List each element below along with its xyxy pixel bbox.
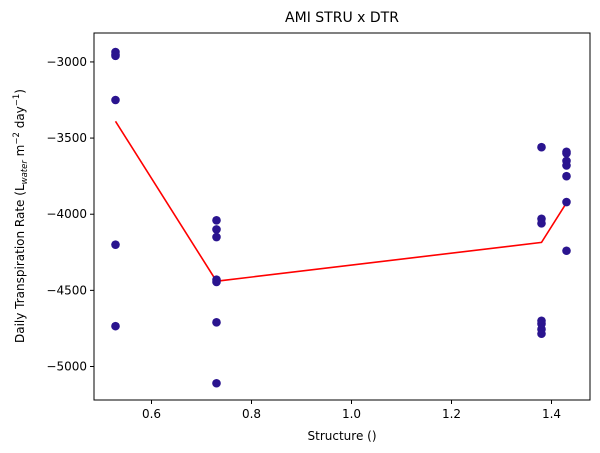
data-point xyxy=(212,232,221,242)
y-tick-label: −5000 xyxy=(46,359,87,373)
data-point xyxy=(562,149,571,158)
data-point xyxy=(111,240,120,249)
data-point xyxy=(212,378,221,388)
axes-frame xyxy=(93,32,591,401)
x-tick-label: 0.6 xyxy=(142,407,161,421)
x-tick-label: 1.0 xyxy=(342,407,361,421)
data-point xyxy=(537,219,546,228)
data-point xyxy=(212,277,221,287)
y-axis-label-sup2: −1 xyxy=(12,94,22,107)
y-axis-label-middle: m xyxy=(13,145,27,161)
plot-area: 0.6 0.8 1.0 1.2 1.4 −5000 −4500 −4000 −3500 −300… xyxy=(46,32,591,421)
data-point xyxy=(562,197,571,207)
chart-title: AMI STRU x DTR xyxy=(285,10,399,26)
data-point xyxy=(111,321,120,331)
y-axis-label-sup1: −2 xyxy=(12,132,22,145)
series-scatter-points xyxy=(111,47,571,388)
x-tick-label: 0.8 xyxy=(242,407,261,421)
data-point xyxy=(562,171,571,181)
x-axis: 0.6 0.8 1.0 1.2 1.4 xyxy=(142,400,561,421)
y-axis-label-middle2: day xyxy=(13,106,27,132)
data-point xyxy=(212,216,221,225)
y-axis-label: Daily Transpiration Rate (Lwater m−2 day… xyxy=(12,89,30,343)
data-point xyxy=(212,318,221,327)
y-axis-label-sub: water xyxy=(20,160,30,185)
data-point xyxy=(111,95,120,105)
x-tick-label: 1.2 xyxy=(442,407,461,421)
y-axis: −5000 −4500 −4000 −3500 −3000 xyxy=(46,55,94,373)
y-axis-label-suffix: ) xyxy=(13,89,27,94)
y-tick-label: −4500 xyxy=(46,283,87,297)
data-point xyxy=(212,225,221,234)
y-tick-label: −3000 xyxy=(46,55,87,69)
data-point xyxy=(537,329,546,339)
data-point xyxy=(537,142,546,152)
data-point xyxy=(562,161,571,170)
data-point xyxy=(562,246,571,256)
y-tick-label: −4000 xyxy=(46,207,87,221)
x-tick-label: 1.4 xyxy=(542,407,561,421)
series-mean-line xyxy=(114,120,568,283)
mean-line xyxy=(114,120,568,283)
y-axis-label-prefix: Daily Transpiration Rate (L xyxy=(13,184,27,343)
x-axis-label: Structure () xyxy=(308,429,377,443)
data-point xyxy=(111,51,120,61)
y-tick-label: −3500 xyxy=(46,131,87,145)
